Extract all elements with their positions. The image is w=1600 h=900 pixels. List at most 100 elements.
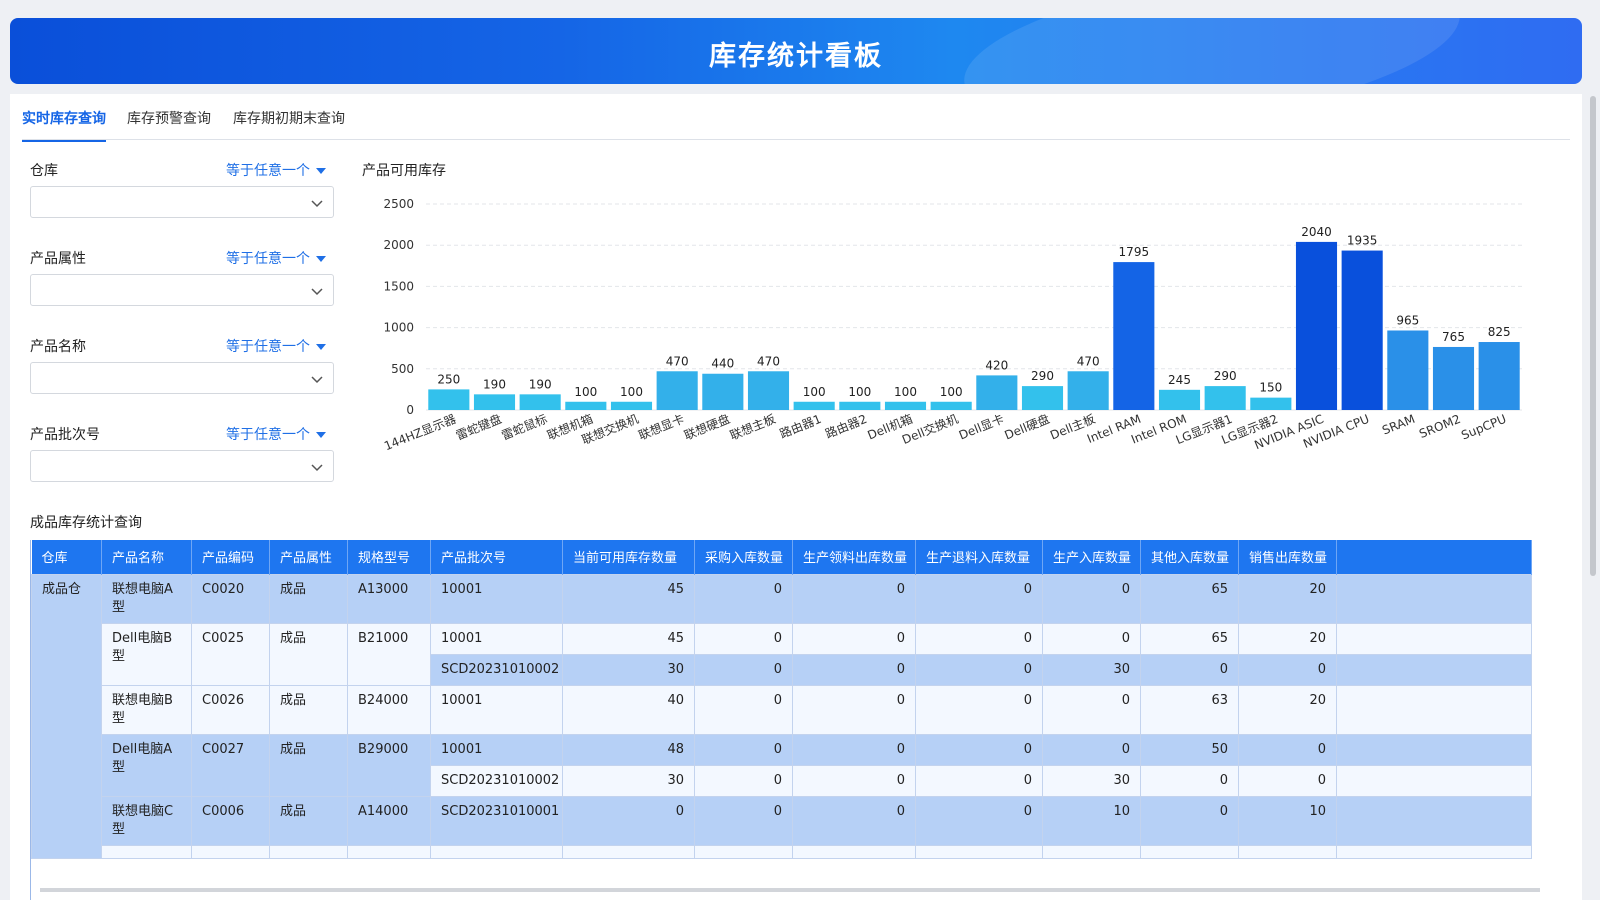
warehouse-cell: 成品仓 [31,573,102,859]
quantity-cell: 10 [1042,795,1141,846]
filter-operator-dropdown[interactable]: 等于任意一个 [226,336,326,356]
empty-cell [1042,844,1141,859]
quantity-cell: 0 [694,795,793,846]
column-header[interactable]: 规格型号 [347,540,431,574]
quantity-cell: 0 [915,653,1043,686]
table-row[interactable] [32,844,1532,859]
data-label: 2040 [1301,225,1332,239]
product-name-cell: Dell电脑A型 [101,733,192,797]
table-row[interactable]: SCD20231010002 30 0 0 0 30 0 0 [32,764,1532,797]
empty-cell [1336,622,1532,655]
vertical-scrollbar[interactable] [1590,96,1596,576]
table-header-row: 仓库 产品名称 产品编码 产品属性 规格型号 产品批次号 当前可用库存数量 采购入库数量 生产领… [31,540,1532,574]
batch-no-cell: 10001 [430,622,563,655]
table-row[interactable]: 联想电脑B型 C0026 成品 B24000 10001 40 0 0 0 0 63 20 [32,684,1532,735]
quantity-cell: 0 [792,622,916,655]
stock-table: 仓库 产品名称 产品编码 产品属性 规格型号 产品批次号 当前可用库存数量 采购入库数量 生产领… [31,540,1532,859]
table-row[interactable]: Dell电脑B型 C0025 成品 B21000 10001 45 0 0 0 0 65 20 [32,622,1532,686]
tab-period-stock[interactable]: 库存期初期末查询 [233,111,345,127]
tab-bar: 实时库存查询 库存预警查询 库存期初期末查询 [22,94,1570,142]
product-code-cell: C0006 [191,795,270,846]
caret-down-icon [316,256,326,262]
product-attr-cell: 成品 [269,733,348,797]
warehouse-select[interactable] [30,186,334,218]
chevron-down-icon [311,464,323,472]
data-label: 245 [1168,373,1191,387]
column-header[interactable]: 产品批次号 [430,540,563,574]
data-label: 470 [666,354,689,368]
batch-no-select[interactable] [30,450,334,482]
data-label: 470 [1077,354,1100,368]
filter-operator-dropdown[interactable]: 等于任意一个 [226,160,326,180]
filter-operator-dropdown[interactable]: 等于任意一个 [226,248,326,268]
bar [610,401,653,410]
quantity-cell: 65 [1140,573,1239,624]
column-header[interactable]: 销售出库数量 [1238,540,1337,574]
y-tick-label: 1500 [383,279,414,293]
spec-cell: B29000 [347,733,431,797]
column-header[interactable]: 采购入库数量 [694,540,793,574]
quantity-cell: 0 [915,573,1043,624]
data-label: 100 [620,385,643,399]
quantity-cell: 0 [1238,653,1337,686]
x-tick-label: 路由器2 [823,411,869,441]
quantity-cell: 0 [915,733,1043,766]
bar [1250,397,1292,410]
column-header[interactable]: 产品编码 [191,540,270,574]
column-header[interactable]: 当前可用库存数量 [562,540,695,574]
quantity-cell: 20 [1238,684,1337,735]
product-attr-cell: 成品 [269,622,348,686]
batch-no-cell: SCD20231010002 [430,653,563,686]
bar [930,401,972,410]
bar [1021,386,1064,410]
x-tick-label: SRAM [1380,412,1417,438]
spec-cell: B21000 [347,622,431,686]
product-name-cell: Dell电脑B型 [101,622,192,686]
bar [1158,389,1201,410]
quantity-cell: 48 [562,733,695,766]
data-label: 100 [894,385,917,399]
tab-stock-warning[interactable]: 库存预警查询 [127,111,211,127]
table-row[interactable]: SCD20231010002 30 0 0 0 30 0 0 [32,653,1532,686]
table-row[interactable]: 联想电脑C型 C0006 成品 A14000 SCD20231010001 0 0 0 0 10 0… [32,795,1532,846]
empty-cell [430,844,563,859]
table-row[interactable]: Dell电脑A型 C0027 成品 B29000 10001 48 0 0 0 0 50 0 [32,733,1532,797]
column-header[interactable]: 生产领料出库数量 [792,540,916,574]
column-header[interactable]: 生产入库数量 [1042,540,1141,574]
quantity-cell: 0 [915,684,1043,735]
data-label: 765 [1442,330,1465,344]
empty-cell [191,844,270,859]
product-name-select[interactable] [30,362,334,394]
quantity-cell: 63 [1140,684,1239,735]
column-header[interactable]: 仓库 [31,540,102,574]
data-label: 440 [711,357,734,371]
column-header[interactable]: 其他入库数量 [1140,540,1239,574]
empty-cell [1336,795,1532,846]
table-row[interactable]: 成品仓 联想电脑A型 C0020 成品 A13000 10001 45 0 0 0 0 65 20 [31,573,1532,859]
quantity-cell: 20 [1238,622,1337,655]
page-title: 库存统计看板 [709,41,883,72]
data-label: 290 [1031,369,1054,383]
product-attr-select[interactable] [30,274,334,306]
column-header[interactable]: 生产退料入库数量 [915,540,1043,574]
filter-operator-dropdown[interactable]: 等于任意一个 [226,424,326,444]
horizontal-scrollbar[interactable] [40,888,1540,892]
bar [565,401,607,410]
batch-no-cell: SCD20231010002 [430,764,563,797]
table-title: 成品库存统计查询 [30,515,142,531]
bar [1295,241,1338,410]
data-label: 190 [483,377,506,391]
tab-realtime-stock[interactable]: 实时库存查询 [22,108,106,142]
bar [1387,330,1429,410]
batch-no-cell: 10001 [430,573,563,624]
column-header[interactable]: 产品名称 [101,540,192,574]
bar [884,401,927,410]
column-header[interactable]: 产品属性 [269,540,348,574]
header-banner: 库存统计看板 [10,18,1582,84]
product-code-cell: C0025 [191,622,270,686]
quantity-cell: 0 [1140,795,1239,846]
bar [1113,262,1155,410]
y-tick-label: 500 [391,362,414,376]
quantity-cell: 0 [792,573,916,624]
empty-cell [1336,733,1532,766]
